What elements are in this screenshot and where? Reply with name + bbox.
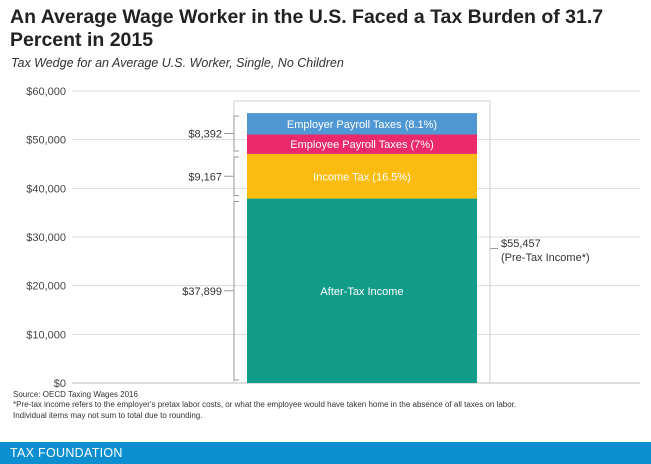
source-note: Source: OECD Taxing Wages 2016 — [13, 390, 138, 399]
segment-label: Employee Payroll Taxes (7%) — [290, 139, 433, 151]
footnote-rounding: Individual items may not sum to total du… — [13, 410, 203, 420]
y-tick-label: $0 — [54, 378, 66, 390]
bracket-left — [233, 156, 239, 197]
bar-segment — [247, 153, 477, 199]
y-tick-label: $60,000 — [26, 86, 66, 98]
bar-segment — [247, 134, 477, 154]
stacked-bar-chart: $0 $10,000 $20,000 $30,000 $40,000 $50,000 $60… — [26, 86, 640, 390]
bar-segment — [247, 113, 477, 135]
y-tick-label: $10,000 — [26, 329, 66, 341]
total-value-label: $55,457 — [501, 238, 541, 250]
brand-logo-text: TAX FOUNDATION — [10, 446, 123, 460]
segment-label: Income Tax (16.5%) — [313, 171, 411, 183]
chart-title: An Average Wage Worker in the U.S. Faced… — [10, 6, 604, 51]
segment-label: After-Tax Income — [320, 286, 403, 298]
bracket-left — [233, 201, 239, 381]
bar-segment — [247, 198, 477, 383]
bracket-value-label: $37,899 — [182, 286, 222, 298]
footer-bar: TAX FOUNDATION — [0, 442, 651, 464]
segment-label: Employer Payroll Taxes (8.1%) — [287, 119, 437, 131]
y-tick-label: $20,000 — [26, 281, 66, 293]
bracket-value-label: $9,167 — [188, 171, 222, 183]
bracket-left — [233, 115, 239, 152]
y-tick-label: $40,000 — [26, 183, 66, 195]
footnote-pretax: *Pre-tax income refers to the employer's… — [13, 400, 517, 410]
y-tick-label: $30,000 — [26, 232, 66, 244]
chart-notes: Source: OECD Taxing Wages 2016 *Pre-tax … — [13, 390, 643, 421]
chart-subtitle: Tax Wedge for an Average U.S. Worker, Si… — [11, 56, 344, 70]
total-caption-label: (Pre-Tax Income*) — [501, 252, 590, 264]
bracket-value-label: $8,392 — [188, 129, 222, 141]
y-tick-label: $50,000 — [26, 135, 66, 147]
